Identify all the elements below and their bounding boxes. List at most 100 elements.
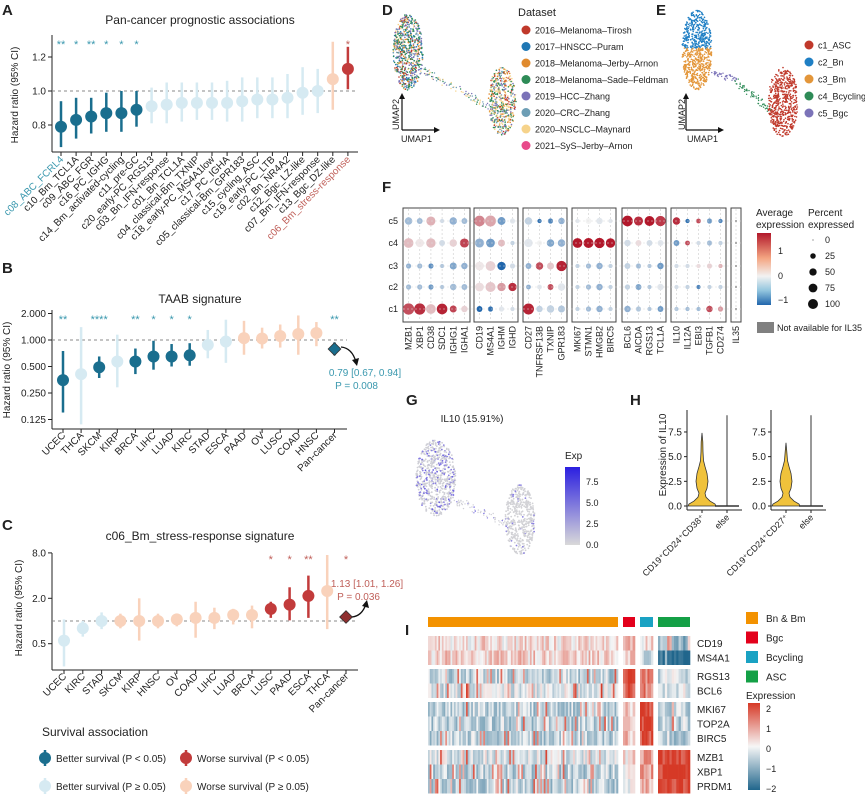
cell-point (775, 127, 777, 130)
cell-point (707, 61, 709, 64)
heatmap-cell (604, 636, 607, 651)
cell-point (790, 127, 793, 129)
hazard-ratio-point (129, 355, 142, 368)
cell-point (769, 86, 771, 88)
heatmap-cell (471, 683, 474, 698)
legend-point-icon (180, 780, 192, 792)
cell-point (447, 474, 450, 477)
cell-point (407, 74, 409, 76)
cell-point (435, 463, 438, 466)
significance-stars: ** (57, 39, 66, 51)
cell-point (403, 44, 405, 47)
heatmap-cell (445, 669, 448, 684)
cell-point (703, 44, 705, 46)
size-legend-label: 25 (825, 251, 835, 261)
colorbar-tick-label: 2.5 (586, 519, 599, 529)
heatmap-cell (535, 650, 538, 665)
cell-point (460, 91, 463, 93)
row-label: c3 (388, 261, 398, 271)
cell-point (509, 78, 511, 81)
cell-point (433, 448, 436, 450)
cell-point (517, 495, 520, 497)
cell-point (435, 484, 438, 486)
heatmap-cell (586, 636, 589, 651)
cell-point (513, 523, 515, 526)
expression-dot (450, 283, 457, 291)
cell-point (518, 543, 521, 546)
cell-point (430, 466, 433, 468)
cell-point (698, 16, 701, 19)
heatmap-cell (573, 683, 576, 698)
cell-point (417, 69, 420, 71)
cell-point (782, 97, 784, 99)
cell-point (509, 91, 512, 94)
cell-point (431, 508, 434, 511)
cell-point (779, 127, 782, 130)
cell-point (690, 53, 692, 56)
heatmap-cell (431, 636, 434, 651)
cell-point (499, 92, 501, 94)
heatmap-cell (643, 636, 646, 651)
cell-point (688, 66, 690, 69)
gene-label: IGHG1 (448, 326, 458, 354)
cell-point (697, 62, 699, 64)
heatmap-cell (440, 650, 443, 665)
cell-point (697, 87, 700, 90)
cell-point (446, 460, 448, 462)
cell-point (695, 69, 698, 71)
cell-point (775, 125, 777, 127)
row-label: c2 (388, 282, 398, 292)
heatmap-cell (498, 683, 501, 698)
cell-point (507, 500, 509, 503)
cell-point (510, 101, 512, 104)
cell-point (491, 119, 494, 122)
cell-point (729, 74, 731, 76)
cell-point (708, 31, 711, 33)
cell-point (448, 84, 450, 86)
cell-point (786, 134, 788, 136)
cell-point (401, 79, 403, 82)
cell-point (784, 72, 787, 75)
cell-point (404, 59, 407, 61)
hazard-ratio-point (70, 113, 83, 126)
cell-point (685, 23, 688, 25)
cell-point (774, 113, 776, 116)
cell-point (431, 446, 434, 449)
heatmap-cell (483, 669, 486, 684)
hazard-ratio-point (152, 615, 164, 627)
cell-point (522, 501, 525, 504)
cell-point (494, 108, 497, 111)
cell-point (471, 95, 473, 97)
cluster-legend-label: c3_Bm (818, 75, 846, 85)
cell-point (402, 72, 405, 74)
heatmap-cell (625, 669, 629, 684)
heatmap-cell (593, 636, 596, 651)
row-label: c1 (388, 304, 398, 314)
cell-point (403, 87, 406, 90)
cell-point (492, 107, 494, 110)
heatmap-cell (453, 669, 456, 684)
heatmap-cell (485, 636, 488, 651)
cell-point (494, 119, 496, 121)
cell-point (418, 48, 421, 51)
heatmap-cell (687, 669, 691, 684)
cell-point (511, 93, 514, 95)
cell-point (408, 49, 410, 52)
panel-label-c: C (2, 517, 13, 534)
cell-point (774, 88, 776, 91)
cell-point (694, 88, 697, 90)
expression-dot (707, 284, 712, 290)
cell-point (409, 72, 412, 74)
cell-point (774, 101, 776, 103)
y-tick-label: 0.500 (21, 362, 46, 373)
cell-point (788, 98, 790, 100)
heatmap-cell (452, 669, 455, 684)
cell-point (705, 71, 708, 74)
cell-point (428, 459, 431, 462)
cluster-color-swatch (804, 108, 814, 118)
cell-point (779, 107, 782, 110)
group-annotation-bar (623, 617, 635, 627)
cell-point (783, 73, 785, 75)
cell-point (395, 57, 397, 59)
cell-point (482, 101, 484, 103)
